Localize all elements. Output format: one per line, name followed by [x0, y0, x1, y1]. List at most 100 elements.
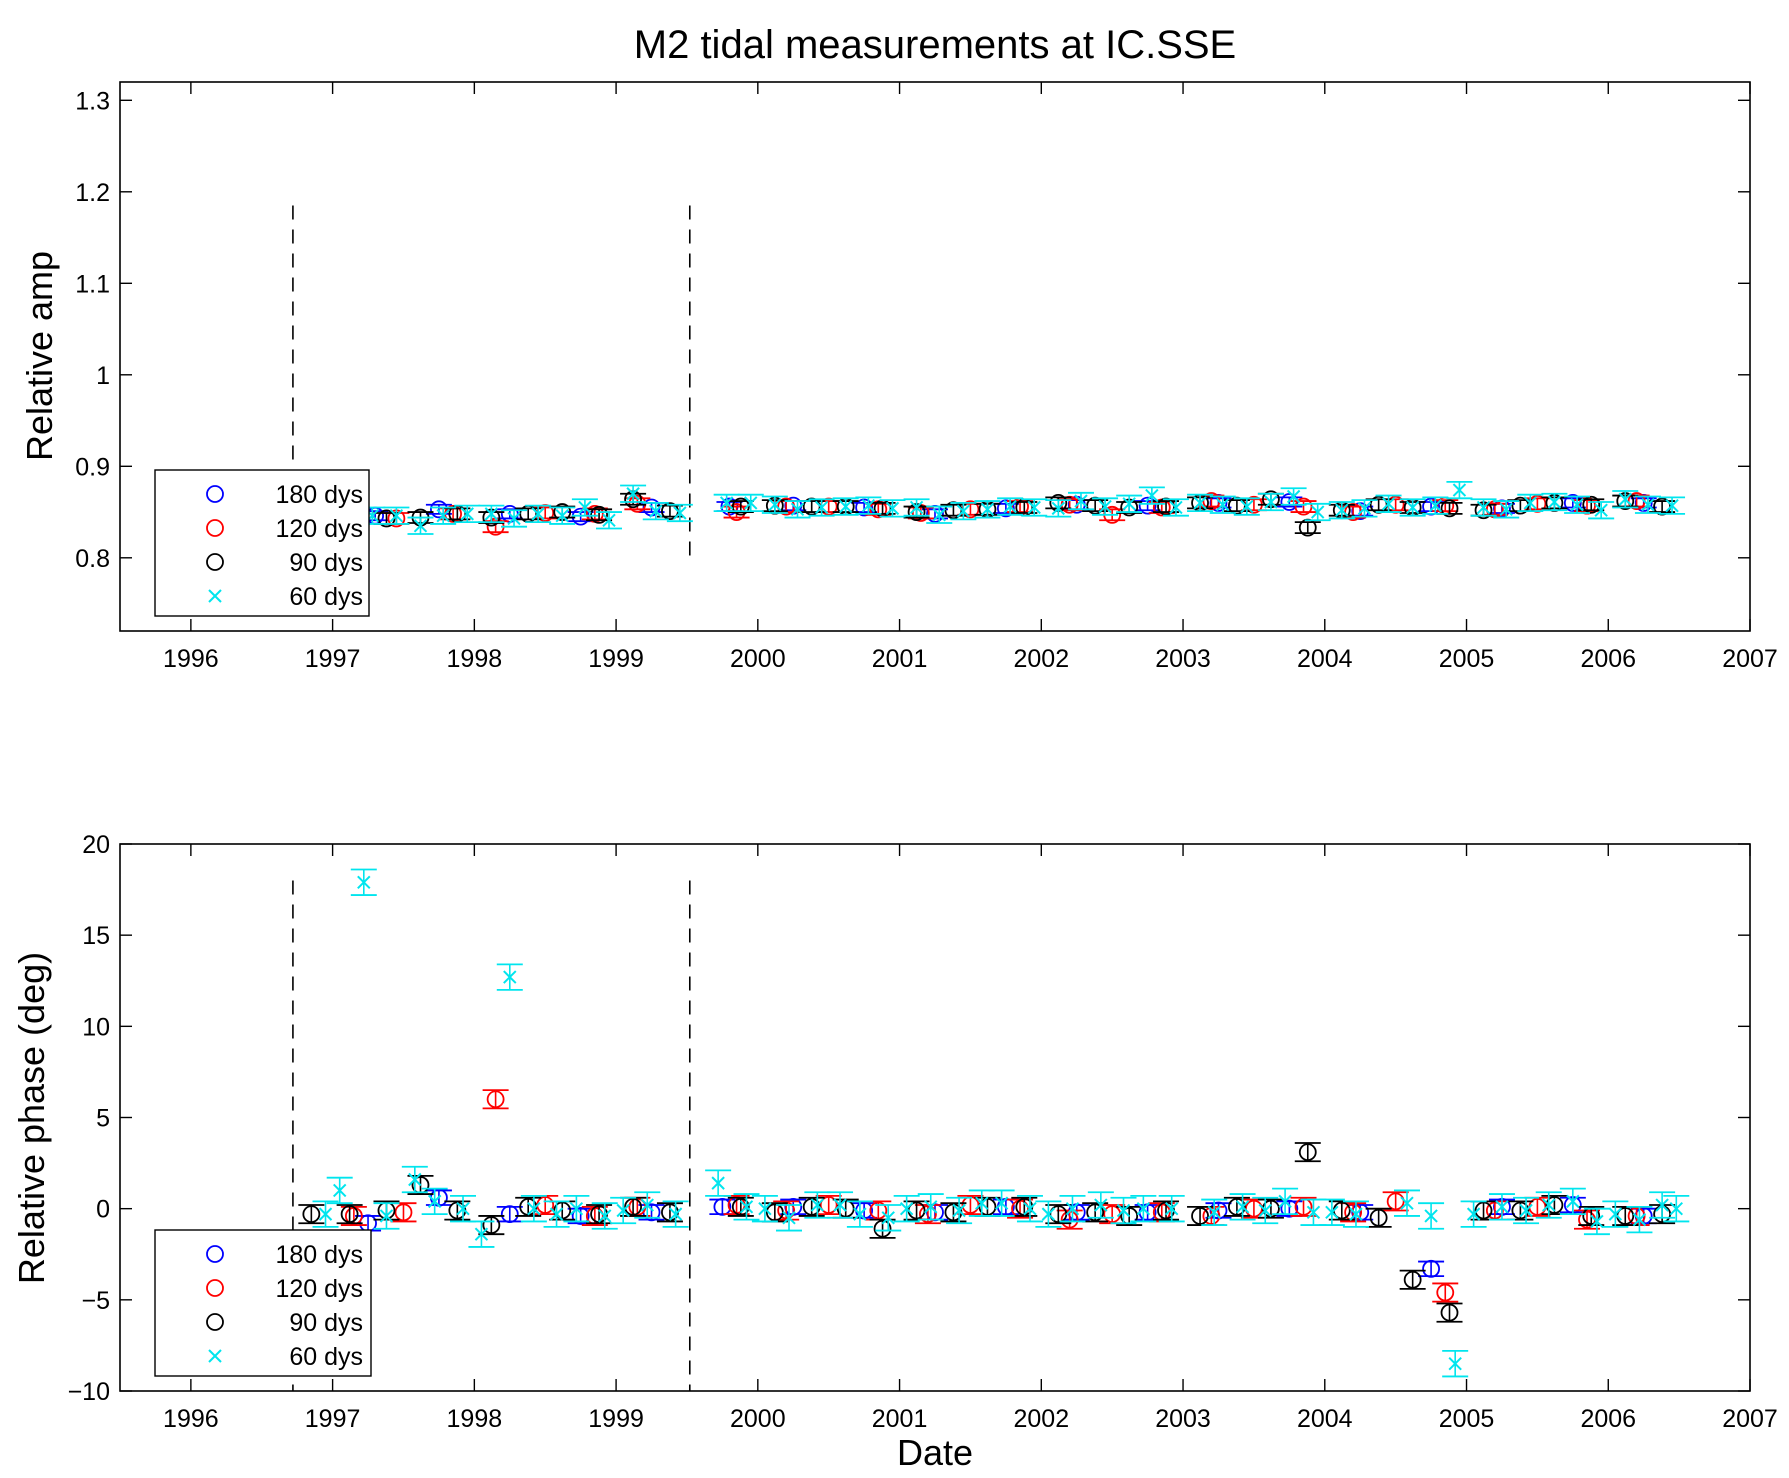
- x-marker: [719, 496, 734, 510]
- phase-point: [496, 1205, 523, 1224]
- phase-point: [468, 1220, 495, 1248]
- amp-point: [713, 493, 740, 513]
- phase-point: [634, 1191, 661, 1219]
- x-marker: [1618, 492, 1632, 506]
- phase-point: [1342, 1200, 1369, 1228]
- x-marker: [1476, 500, 1491, 515]
- phase-point: [827, 1191, 854, 1219]
- amp-point: [525, 504, 552, 524]
- phase-xtick-label: 2007: [1722, 1405, 1778, 1433]
- amp-point: [586, 505, 613, 524]
- circle-marker: [996, 499, 1015, 518]
- x-marker: [881, 1211, 895, 1225]
- amp-point: [1067, 491, 1094, 511]
- amp-point: [1659, 496, 1686, 515]
- amp-legend-item: 180 dys: [206, 481, 363, 509]
- x-marker: [1608, 1207, 1623, 1221]
- x-marker: [1641, 498, 1655, 512]
- x-marker: [853, 1207, 867, 1221]
- circle-marker: [1086, 1203, 1105, 1222]
- x-marker: [924, 1200, 938, 1214]
- circle-marker: [486, 1090, 505, 1109]
- x-marker: [1590, 1214, 1604, 1229]
- amp-xtick-label: 2000: [730, 645, 786, 673]
- x-marker: [1335, 503, 1349, 517]
- amp-point: [832, 497, 859, 516]
- phase-point: [1059, 1195, 1086, 1223]
- x-marker: [531, 507, 545, 521]
- circle-marker: [1485, 1201, 1504, 1220]
- x-marker: [1400, 1196, 1414, 1210]
- legend-label: 120 dys: [275, 515, 363, 543]
- x-marker: [1065, 1201, 1080, 1216]
- circle-marker: [1545, 1196, 1564, 1214]
- phase-marks: [298, 868, 1690, 1378]
- phase-point: [1035, 1200, 1062, 1228]
- phase-point: [1393, 1189, 1420, 1217]
- phase-point: [1418, 1202, 1445, 1230]
- phase-legend-item: 60 dys: [208, 1343, 363, 1371]
- phase-point: [846, 1200, 873, 1228]
- legend-label: 90 dys: [289, 549, 363, 577]
- phase-point: [1365, 1207, 1392, 1228]
- x-marker: [932, 508, 946, 522]
- amp-point: [1187, 493, 1214, 513]
- amp-point: [1493, 500, 1520, 519]
- x-marker: [527, 1201, 541, 1216]
- x-marker: [1023, 1201, 1037, 1216]
- x-marker: [1523, 496, 1538, 510]
- phase-vlines: [292, 880, 691, 1391]
- amp-point: [1517, 493, 1544, 513]
- legend-x-marker: [208, 589, 222, 603]
- x-marker: [460, 507, 474, 521]
- phase-point: [563, 1195, 590, 1223]
- amp-ytick-label: 1.1: [75, 270, 110, 298]
- amp-point: [1290, 497, 1317, 516]
- amp-xtick-label: 1999: [588, 645, 644, 673]
- amp-point: [1446, 480, 1473, 500]
- x-marker: [616, 1203, 630, 1218]
- x-marker: [555, 509, 569, 523]
- x-marker: [1542, 1198, 1556, 1212]
- amp-point: [1233, 497, 1260, 516]
- amp-xtick-label: 2003: [1155, 645, 1211, 673]
- circle-marker: [1436, 1283, 1455, 1302]
- phase-point: [1535, 1191, 1562, 1219]
- amp-point: [1328, 501, 1355, 520]
- phase-point: [326, 1176, 353, 1205]
- x-marker: [810, 1198, 825, 1212]
- amp-legend-item: 90 dys: [206, 549, 363, 577]
- amp-point: [642, 501, 669, 521]
- phase-legend-item: 180 dys: [206, 1241, 363, 1269]
- phase-point: [1559, 1187, 1586, 1216]
- x-marker: [1310, 505, 1325, 519]
- amp-point: [1634, 495, 1661, 514]
- phase-point: [401, 1165, 428, 1194]
- phase-legend-item: 90 dys: [206, 1309, 363, 1337]
- amp-point: [1021, 498, 1048, 517]
- legend-circle-marker: [206, 519, 224, 537]
- x-marker: [1306, 1205, 1321, 1220]
- phase-plot-area: [119, 843, 1751, 1392]
- phase-point: [373, 1202, 400, 1230]
- x-marker: [1570, 498, 1584, 512]
- x-marker: [814, 500, 829, 515]
- circle-marker: [571, 507, 590, 526]
- phase-point: [804, 1191, 831, 1219]
- x-marker: [1357, 501, 1372, 516]
- phase-point: [336, 1204, 363, 1225]
- phase-point: [1460, 1200, 1487, 1228]
- phase-ytick-label: 0: [96, 1196, 110, 1224]
- amp-xtick-label: 2005: [1439, 645, 1495, 673]
- legend-label: 90 dys: [289, 1309, 363, 1337]
- circle-marker: [628, 494, 647, 513]
- phase-point: [496, 963, 523, 991]
- x-marker: [673, 506, 687, 520]
- x-marker: [1169, 500, 1183, 515]
- x-marker: [1566, 1194, 1580, 1209]
- x-marker: [1655, 1198, 1669, 1212]
- amp-point: [571, 498, 598, 517]
- x-marker: [1235, 1200, 1250, 1214]
- amp-point: [950, 501, 977, 521]
- phase-point: [1290, 1196, 1317, 1217]
